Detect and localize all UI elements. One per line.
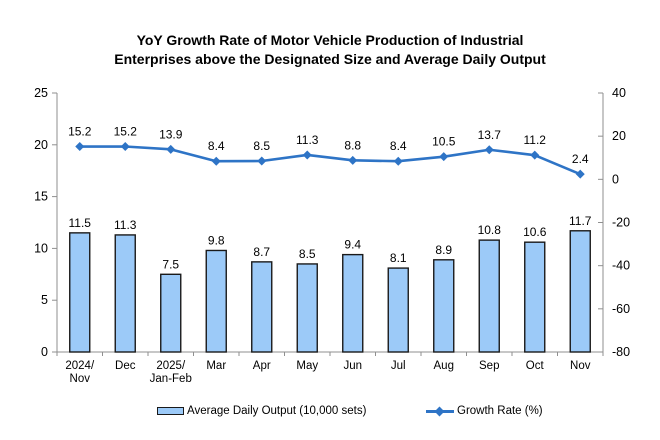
legend-item-average-daily-output: Average Daily Output (10,000 sets) <box>157 402 366 420</box>
line-marker-icon <box>302 150 312 160</box>
right-axis-tick-label: -40 <box>612 259 630 273</box>
bar-value-label: 7.5 <box>162 257 179 271</box>
bar-average-daily-output <box>69 232 91 353</box>
line-value-label: 8.5 <box>253 139 270 153</box>
line-marker-icon <box>439 152 449 162</box>
bar-value-label: 8.9 <box>435 243 452 257</box>
right-axis-tick-label: -80 <box>612 345 630 359</box>
chart-title-line-1: YoY Growth Rate of Motor Vehicle Product… <box>136 32 524 48</box>
legend-item-growth-rate: Growth Rate (%) <box>426 402 543 420</box>
line-value-label: 8.4 <box>208 139 225 153</box>
chart-title: YoY Growth Rate of Motor Vehicle Product… <box>0 31 660 69</box>
bar-value-label: 10.6 <box>523 225 547 239</box>
bar-average-daily-output <box>478 239 500 353</box>
legend-label-growth-rate: Growth Rate (%) <box>457 405 543 417</box>
category-label: Jun <box>343 360 362 372</box>
category-label: 2025/ <box>156 360 186 372</box>
line-value-label: 15.2 <box>114 125 138 139</box>
line-marker-icon <box>257 156 267 166</box>
left-axis-tick-label: 15 <box>34 190 48 204</box>
category-label: Dec <box>115 360 136 372</box>
right-axis-tick-label: 40 <box>612 86 626 100</box>
line-value-label: 15.2 <box>68 125 92 139</box>
bar-value-label: 9.4 <box>344 238 361 252</box>
left-axis-tick-label: 20 <box>34 138 48 152</box>
line-value-label: 13.9 <box>159 127 183 141</box>
left-axis-tick-label: 10 <box>34 241 48 255</box>
left-axis-tick-label: 0 <box>41 345 48 359</box>
category-label: May <box>296 360 318 372</box>
line-series-swatch-icon <box>426 406 454 416</box>
line-marker-icon <box>393 156 403 166</box>
left-axis-tick-label: 25 <box>34 86 48 100</box>
line-marker-icon <box>166 144 176 154</box>
right-axis-tick-label: -60 <box>612 302 630 316</box>
line-value-label: 8.8 <box>344 138 361 152</box>
line-marker-icon <box>575 169 585 179</box>
line-marker-icon <box>75 142 85 152</box>
bar-average-daily-output <box>160 273 182 353</box>
category-label: Nov <box>70 373 91 385</box>
right-axis-tick-label: -20 <box>612 216 630 230</box>
line-value-label: 11.3 <box>296 133 319 147</box>
bar-value-label: 8.5 <box>299 247 316 261</box>
chart-legend: Average Daily Output (10,000 sets) Growt… <box>0 402 660 420</box>
bar-value-label: 10.8 <box>478 223 502 237</box>
bar-value-label: 11.7 <box>569 214 592 228</box>
bar-average-daily-output <box>251 261 273 353</box>
category-label: Jul <box>391 360 406 372</box>
bar-average-daily-output <box>387 267 409 353</box>
category-label: 2024/ <box>65 360 95 372</box>
left-axis-tick-label: 5 <box>41 293 48 307</box>
bar-value-label: 8.7 <box>253 245 270 259</box>
bar-average-daily-output <box>296 263 318 353</box>
line-marker-icon <box>120 142 130 152</box>
line-value-label: 8.4 <box>390 139 407 153</box>
category-label: Apr <box>253 360 271 372</box>
line-value-label: 11.2 <box>524 133 547 147</box>
bar-average-daily-output <box>205 249 227 353</box>
bar-series-swatch-icon <box>157 407 184 415</box>
line-value-label: 13.7 <box>478 128 502 142</box>
line-marker-icon <box>484 145 494 155</box>
category-label: Nov <box>570 360 591 372</box>
bar-average-daily-output <box>342 253 364 353</box>
category-label: Jan-Feb <box>150 373 192 385</box>
bar-value-label: 11.3 <box>114 218 137 232</box>
bar-average-daily-output <box>524 241 546 353</box>
bar-average-daily-output <box>114 234 136 353</box>
line-marker-icon <box>348 155 358 165</box>
bar-value-label: 9.8 <box>208 233 225 247</box>
category-label: Sep <box>479 360 499 372</box>
bar-average-daily-output <box>433 259 455 353</box>
line-value-label: 10.5 <box>432 135 456 149</box>
right-axis-tick-label: 20 <box>612 129 626 143</box>
category-label: Aug <box>434 360 454 372</box>
line-marker-icon <box>530 150 540 160</box>
right-axis-tick-label: 0 <box>612 172 619 186</box>
chart-title-line-2: Enterprises above the Designated Size an… <box>114 51 546 67</box>
category-label: Mar <box>206 360 226 372</box>
legend-label-average-daily-output: Average Daily Output (10,000 sets) <box>187 405 367 417</box>
line-value-label: 2.4 <box>572 152 589 166</box>
category-label: Oct <box>526 360 545 372</box>
bar-value-label: 8.1 <box>390 251 407 265</box>
line-marker-icon <box>211 156 221 166</box>
bar-value-label: 11.5 <box>69 216 92 230</box>
bar-average-daily-output <box>569 230 591 353</box>
growth-rate-line <box>79 145 581 176</box>
